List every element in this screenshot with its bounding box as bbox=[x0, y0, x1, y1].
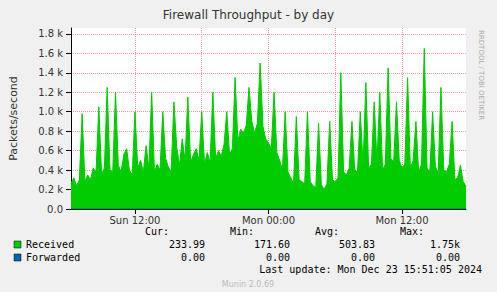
svg-text:Forwarded: Forwarded bbox=[26, 252, 80, 263]
svg-text:0.2 k: 0.2 k bbox=[38, 184, 63, 195]
svg-text:1.8 k: 1.8 k bbox=[38, 28, 63, 39]
svg-text:1.75k: 1.75k bbox=[430, 239, 460, 250]
svg-text:Munin 2.0.69: Munin 2.0.69 bbox=[222, 280, 274, 289]
svg-text:0.00: 0.00 bbox=[266, 252, 290, 263]
svg-text:0.00: 0.00 bbox=[351, 252, 375, 263]
svg-text:Firewall Throughput - by day: Firewall Throughput - by day bbox=[163, 8, 334, 22]
svg-text:Avg:: Avg: bbox=[315, 226, 339, 237]
svg-text:233.99: 233.99 bbox=[169, 239, 205, 250]
svg-text:171.60: 171.60 bbox=[254, 239, 290, 250]
svg-text:0.4 k: 0.4 k bbox=[38, 165, 63, 176]
svg-text:0.00: 0.00 bbox=[181, 252, 205, 263]
svg-text:0.00: 0.00 bbox=[436, 252, 460, 263]
svg-text:Sun 12:00: Sun 12:00 bbox=[109, 215, 160, 226]
svg-text:Packets/second: Packets/second bbox=[7, 76, 20, 161]
svg-text:1.0 k: 1.0 k bbox=[38, 106, 63, 117]
svg-text:Last update: Mon Dec 23 15:51:: Last update: Mon Dec 23 15:51:05 2024 bbox=[259, 264, 482, 275]
svg-text:1.6 k: 1.6 k bbox=[38, 48, 63, 59]
svg-text:RRDTOOL / TOBI OETIKER: RRDTOOL / TOBI OETIKER bbox=[477, 30, 485, 120]
svg-text:Cur:: Cur: bbox=[145, 226, 169, 237]
svg-text:503.83: 503.83 bbox=[339, 239, 375, 250]
svg-text:Max:: Max: bbox=[400, 226, 424, 237]
svg-text:Mon 00:00: Mon 00:00 bbox=[242, 215, 295, 226]
svg-text:Received: Received bbox=[26, 239, 74, 250]
svg-text:0.8 k: 0.8 k bbox=[38, 126, 63, 137]
svg-text:Mon 12:00: Mon 12:00 bbox=[375, 215, 428, 226]
svg-text:1.2 k: 1.2 k bbox=[38, 87, 63, 98]
svg-text:1.4 k: 1.4 k bbox=[38, 67, 63, 78]
svg-text:0.0: 0.0 bbox=[47, 204, 63, 215]
svg-text:0.6 k: 0.6 k bbox=[38, 145, 63, 156]
svg-text:Min:: Min: bbox=[230, 226, 254, 237]
